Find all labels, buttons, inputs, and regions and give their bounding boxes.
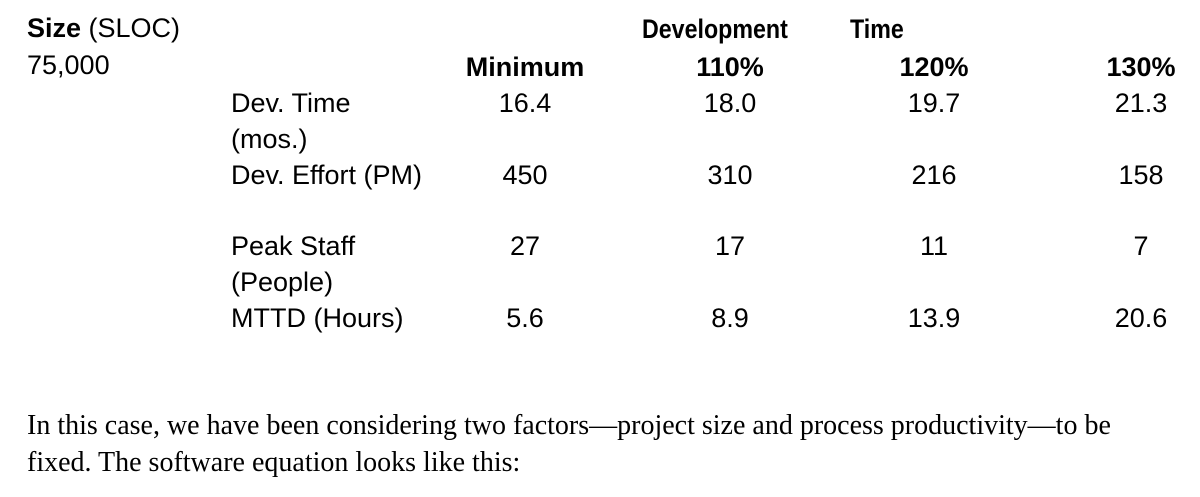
column-header-110: 110% — [696, 52, 764, 82]
cell-mttd-minimum: 5.6 — [506, 303, 544, 333]
size-value: 75,000 — [27, 50, 110, 80]
row-label-dev-effort: Dev. Effort (PM) — [231, 160, 423, 190]
cell-mttd-110: 8.9 — [711, 303, 749, 333]
cell-dev-effort-110: 310 — [707, 160, 753, 190]
row-label-dev-time: Dev. Time (mos.) — [231, 88, 351, 154]
size-label: Size (SLOC) — [27, 10, 180, 46]
row-label-mttd: MTTD (Hours) — [231, 303, 404, 333]
cell-dev-effort-120: 216 — [911, 160, 957, 190]
cell-mttd-130: 20.6 — [1114, 303, 1168, 333]
cell-dev-time-110: 18.0 — [703, 88, 757, 118]
cell-dev-effort-130: 158 — [1118, 160, 1164, 190]
cell-dev-time-120: 19.7 — [907, 88, 961, 118]
cell-peak-staff-130: 7 — [1133, 231, 1149, 261]
column-header-minimum: Minimum — [465, 52, 585, 82]
row-label-peak-staff: Peak Staff (People) — [231, 231, 356, 297]
cell-dev-effort-minimum: 450 — [502, 160, 548, 190]
column-group-title-development: Development — [642, 14, 788, 44]
column-group-title-time: Time — [850, 14, 904, 44]
cell-peak-staff-minimum: 27 — [509, 231, 541, 261]
cell-peak-staff-110: 17 — [714, 231, 746, 261]
cell-mttd-120: 13.9 — [907, 303, 961, 333]
size-label-unit: (SLOC) — [81, 13, 181, 43]
cell-dev-time-minimum: 16.4 — [498, 88, 552, 118]
cell-dev-time-130: 21.3 — [1114, 88, 1168, 118]
body-paragraph: In this case, we have been considering t… — [27, 410, 1111, 478]
column-header-120: 120% — [899, 52, 969, 82]
column-header-130: 130% — [1106, 52, 1176, 82]
cell-peak-staff-120: 11 — [919, 231, 949, 261]
size-label-bold: Size — [27, 13, 82, 43]
